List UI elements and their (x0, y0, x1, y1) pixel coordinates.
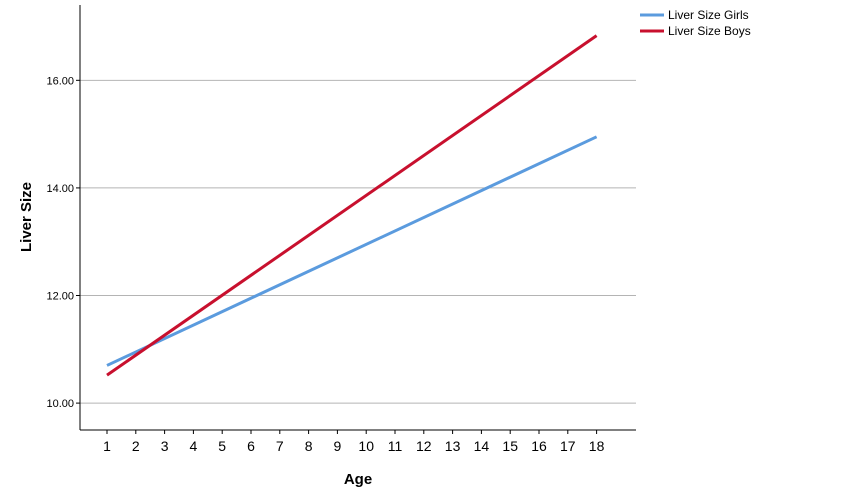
x-tick-label: 7 (276, 438, 284, 454)
x-tick-label: 4 (190, 438, 198, 454)
x-tick-label: 18 (589, 438, 605, 454)
y-tick-label: 10.00 (46, 398, 74, 410)
y-tick-label: 14.00 (46, 183, 74, 195)
y-tick-label: 12.00 (46, 291, 74, 303)
x-tick-label: 11 (388, 438, 403, 454)
x-axis-title: Age (344, 471, 372, 488)
legend: Liver Size Girls Liver Size Boys (640, 8, 751, 38)
y-tick-label: 16.00 (46, 75, 74, 87)
series-group (106, 34, 598, 377)
x-tick-label: 8 (305, 438, 313, 454)
x-tick-label: 2 (132, 438, 140, 454)
x-ticks: 1 2 3 4 5 6 7 8 9 10 11 12 13 14 15 16 17 18 (103, 430, 605, 454)
legend-item: Liver Size Girls (640, 8, 749, 22)
x-tick-label: 5 (218, 438, 226, 454)
legend-label: Liver Size Boys (668, 24, 751, 38)
x-tick-label: 10 (358, 438, 374, 454)
legend-label: Liver Size Girls (668, 8, 749, 22)
x-tick-label: 17 (560, 438, 576, 454)
series-line-liver-size-girls (106, 135, 598, 367)
x-tick-label: 14 (474, 438, 490, 454)
x-tick-label: 12 (416, 438, 432, 454)
x-tick-label: 15 (502, 438, 518, 454)
y-axis-title: Liver Size (18, 182, 35, 252)
legend-item: Liver Size Boys (640, 24, 751, 38)
x-tick-label: 6 (247, 438, 255, 454)
grid (80, 79, 636, 404)
x-tick-label: 9 (334, 438, 342, 454)
y-ticks: 10.00 12.00 14.00 16.00 (46, 75, 80, 410)
x-tick-label: 3 (161, 438, 169, 454)
x-tick-label: 1 (103, 438, 111, 454)
x-tick-label: 13 (445, 438, 461, 454)
x-tick-label: 16 (531, 438, 547, 454)
series-line-liver-size-boys (106, 34, 598, 377)
axes (79, 5, 636, 431)
